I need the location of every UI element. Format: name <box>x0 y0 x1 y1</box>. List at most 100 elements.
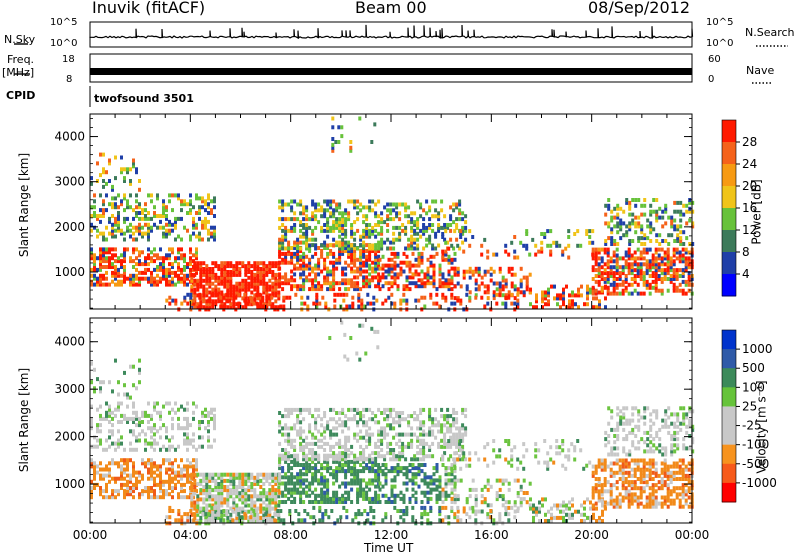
power-cell <box>634 204 637 208</box>
power-cell <box>226 270 229 274</box>
velocity-cell <box>287 451 290 455</box>
velocity-cell <box>595 483 598 487</box>
power-cell <box>448 270 451 274</box>
velocity-cell <box>284 448 287 452</box>
velocity-cell <box>117 420 120 424</box>
power-cell <box>555 241 558 245</box>
velocity-cell <box>284 433 287 437</box>
power-cell <box>312 302 315 306</box>
power-cell <box>547 288 550 292</box>
power-cell <box>247 282 250 286</box>
power-cell <box>441 256 444 260</box>
power-cell <box>156 280 159 284</box>
power-cell <box>543 232 546 236</box>
velocity-cell <box>598 516 601 520</box>
power-cell <box>323 208 326 212</box>
power-cell <box>168 268 171 272</box>
velocity-cell <box>472 510 475 514</box>
power-cell <box>437 211 440 215</box>
velocity-cell <box>353 454 356 458</box>
power-cell <box>344 272 347 276</box>
velocity-cell <box>180 426 183 430</box>
power-cell <box>655 198 658 202</box>
power-cell <box>180 247 183 251</box>
power-cell <box>576 229 579 233</box>
power-cell <box>464 238 467 242</box>
power-cell <box>685 210 688 214</box>
power-cell <box>486 302 489 306</box>
power-cell <box>400 261 403 265</box>
velocity-cell <box>284 472 287 476</box>
velocity-cell <box>478 510 481 514</box>
velocity-cell <box>532 516 535 520</box>
power-cell <box>335 241 338 245</box>
velocity-cell <box>329 430 332 434</box>
velocity-cell <box>117 439 120 443</box>
velocity-cell <box>247 473 250 477</box>
velocity-cell <box>427 475 430 479</box>
power-cell <box>350 278 353 282</box>
velocity-cell <box>667 483 670 487</box>
power-cell <box>326 208 329 212</box>
velocity-cell <box>637 477 640 481</box>
power-cell <box>496 282 499 286</box>
velocity-cell <box>177 492 180 496</box>
velocity-cell <box>256 494 259 498</box>
velocity-cell <box>129 474 132 478</box>
power-cell <box>108 256 111 260</box>
power-cell <box>123 265 126 269</box>
velocity-cell <box>287 433 290 437</box>
velocity-cell <box>259 504 262 508</box>
power-cell <box>461 211 464 215</box>
velocity-cell <box>126 417 129 421</box>
power-cell <box>150 193 153 197</box>
power-cell <box>290 205 293 209</box>
velocity-cell <box>108 435 111 439</box>
power-cell <box>344 287 347 291</box>
velocity-cell <box>281 426 284 430</box>
velocity-cell <box>117 429 120 433</box>
power-cell <box>574 293 577 297</box>
velocity-cell <box>290 472 293 476</box>
power-cell <box>483 305 486 309</box>
velocity-cell <box>314 488 317 492</box>
power-cell <box>183 296 186 300</box>
velocity-cell <box>120 442 123 446</box>
velocity-cell <box>296 408 299 412</box>
power-cell <box>96 229 99 233</box>
power-ytick-label: 1000 <box>54 265 85 279</box>
power-cell <box>279 305 282 309</box>
power-cell <box>217 276 220 280</box>
velocity-cell <box>625 486 628 490</box>
velocity-cell <box>604 501 607 505</box>
power-cell <box>368 244 371 248</box>
power-cell <box>655 233 658 237</box>
power-cell <box>351 296 354 300</box>
power-cell <box>381 302 384 306</box>
power-cell <box>344 208 347 212</box>
velocity-cell <box>661 468 664 472</box>
velocity-cell <box>138 471 141 475</box>
power-cell <box>332 200 335 204</box>
power-cell <box>262 261 265 265</box>
power-cell <box>616 254 619 258</box>
power-cell <box>281 287 284 291</box>
velocity-cell <box>323 448 326 452</box>
velocity-cell <box>311 472 314 476</box>
velocity-cell <box>108 420 111 424</box>
power-cell <box>365 205 368 209</box>
velocity-cell <box>308 442 311 446</box>
power-cell <box>165 229 168 233</box>
power-cell <box>440 208 443 212</box>
power-cell <box>228 299 231 303</box>
power-cell <box>270 305 273 309</box>
power-cell <box>673 201 676 205</box>
power-cell <box>428 235 431 239</box>
power-cell <box>403 252 406 256</box>
power-cell <box>120 274 123 278</box>
power-cell <box>111 280 114 284</box>
power-cell <box>610 216 613 220</box>
velocity-cell <box>278 472 281 476</box>
velocity-cell <box>189 461 192 465</box>
power-cell <box>99 232 102 236</box>
